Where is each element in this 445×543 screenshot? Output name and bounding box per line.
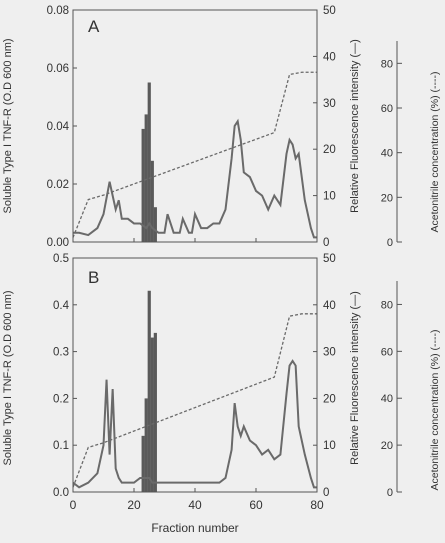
panel-b-left-axis-label: Soluble Type I TNF-R (O.D 600 nm) (2, 290, 14, 465)
panel-b-left-tick-label-2: 0.2 (53, 393, 69, 405)
panel-a-right-axis-label: Relative Fluorescence intensity (—) (349, 39, 361, 213)
panel-a-acetonitrile-tick-label-0: 0 (387, 237, 393, 249)
panel-a-bar-1 (144, 114, 148, 242)
panel-b-left-tick-label-3: 0.3 (53, 347, 69, 359)
panel-a-right-tick-label-5: 50 (323, 5, 336, 17)
panel-b-left-tick-label-0: 0.0 (53, 487, 69, 499)
panel-a-bars (141, 82, 157, 242)
panel-a-acetonitrile-tick-label-1: 20 (381, 192, 393, 204)
panel-b-right-tick-label-2: 20 (323, 393, 336, 405)
panel-b-bars (141, 290, 157, 492)
x-tick-label-2: 40 (188, 498, 202, 512)
panel-b-left-tick-label-4: 0.4 (53, 300, 70, 312)
panel-b-acetonitrile-axis-label: Acetonitrile concentration (%) (----) (429, 329, 441, 490)
panel-a-bar-4 (153, 207, 157, 242)
panel-a-acetonitrile-axis: 0 20 40 60 80 (381, 41, 402, 249)
panel-a-left-axis-label: Soluble Type I TNF-R (O.D 600 nm) (2, 38, 14, 213)
x-tick-label-4: 80 (310, 498, 324, 512)
panel-a-right-tick-label-4: 40 (323, 51, 336, 63)
panel-b-right-tick-label-4: 40 (323, 300, 336, 312)
panel-a-bar-0 (141, 128, 145, 242)
panel-a-right-axis-ticks: 0 10 20 30 40 50 (313, 5, 336, 249)
panel-b-acetonitrile-line (72, 313, 317, 488)
panel-b-bar-4 (153, 332, 157, 492)
panel-b-acetonitrile-tick-label-1: 20 (381, 440, 393, 452)
panel-a-acetonitrile-line (72, 71, 317, 238)
panel-a-left-tick-label-1: 0.02 (47, 179, 69, 191)
panel-b-right-tick-label-0: 0 (323, 487, 329, 499)
panel-a-right-tick-label-0: 0 (323, 237, 329, 249)
panel-a-left-axis-ticks: 0.00 0.02 0.04 0.06 0.08 (47, 5, 77, 249)
panel-a-left-tick-label-0: 0.00 (47, 237, 69, 249)
x-tick-label-3: 60 (249, 498, 263, 512)
panel-b-right-tick-label-3: 30 (323, 347, 336, 359)
panel-b-right-axis-ticks: 0 10 20 30 40 50 (313, 253, 336, 499)
x-tick-label-1: 20 (127, 498, 141, 512)
panel-b-right-tick-label-1: 10 (323, 440, 336, 452)
panel-b-bar-3 (150, 337, 154, 492)
panel-b-bar-2 (147, 290, 151, 492)
panel-a-right-tick-label-1: 10 (323, 191, 336, 203)
panel-b-bar-1 (144, 398, 148, 492)
panel-a-x-ticks (72, 238, 318, 242)
x-tick-label-0: 0 (70, 498, 77, 512)
panel-b-bar-0 (141, 435, 145, 492)
panel-b-left-tick-label-5: 0.5 (53, 253, 69, 265)
panel-a-acetonitrile-tick-label-4: 80 (381, 58, 393, 70)
panel-a-right-tick-label-3: 30 (323, 98, 336, 110)
panel-a-left-tick-label-4: 0.08 (47, 5, 69, 17)
panel-b-fluorescence-line (72, 359, 317, 489)
panel-a-right-tick-label-2: 20 (323, 144, 336, 156)
panel-a-bar-2 (147, 82, 151, 242)
panel-b-acetonitrile-tick-label-3: 60 (381, 346, 393, 358)
panel-a-left-tick-label-3: 0.06 (47, 63, 69, 75)
panel-a-fluorescence-line (73, 118, 317, 239)
panel-a: A 0.00 0.02 0.04 0.06 0.08 0 10 20 30 40 50 0 20 40… (2, 5, 441, 249)
panel-b-acetonitrile-tick-label-4: 80 (381, 299, 393, 311)
panel-a-acetonitrile-tick-label-3: 60 (381, 103, 393, 115)
panel-b-right-tick-label-5: 50 (323, 253, 336, 265)
panel-b-left-tick-label-1: 0.1 (53, 440, 69, 452)
panel-b-acetonitrile-tick-label-0: 0 (387, 487, 393, 499)
panel-b-acetonitrile-axis: 0 20 40 60 80 (381, 281, 402, 499)
panel-a-plot-frame (72, 9, 318, 243)
panel-a-acetonitrile-tick-label-2: 40 (381, 148, 393, 160)
panel-b-label: B (88, 268, 99, 287)
panel-a-left-tick-label-2: 0.04 (47, 121, 70, 133)
panel-b-plot-frame (72, 257, 318, 493)
x-axis-label: Fraction number (151, 521, 238, 535)
panel-b-acetonitrile-tick-label-2: 40 (381, 393, 393, 405)
panel-b-right-axis-label: Relative Fluorescence intensity (—) (349, 291, 361, 465)
panel-a-acetonitrile-axis-label: Acetonitrile concentration (%) (----) (429, 71, 441, 232)
panel-b-x-ticks: 0 20 40 60 80 (70, 488, 324, 512)
panel-a-bar-3 (150, 160, 154, 242)
panel-b: B 0 20 40 60 80 0.0 0.1 0.2 0.3 0.4 0.5 0 10 20 30 40… (2, 253, 441, 535)
panel-a-label: A (88, 17, 100, 36)
panel-b-left-axis-ticks: 0.0 0.1 0.2 0.3 0.4 0.5 (53, 253, 77, 499)
